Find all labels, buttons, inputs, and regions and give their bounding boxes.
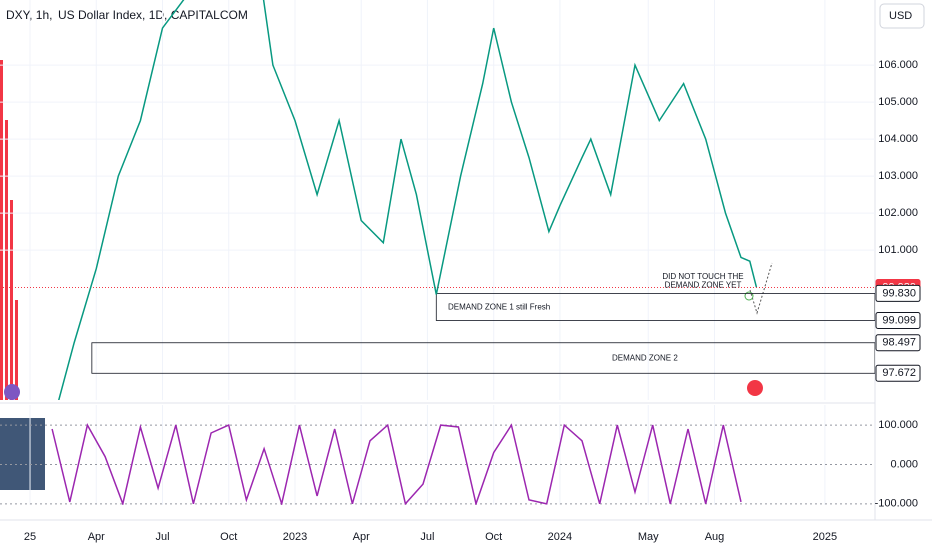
currency-label[interactable]: USD: [889, 10, 912, 22]
event-icon: [747, 380, 763, 396]
price-tag-label: 98.497: [882, 337, 916, 349]
price-line-series: [58, 0, 758, 400]
x-tick-label: Jul: [420, 531, 434, 543]
price-tag: [875, 364, 921, 382]
y-tick-label: 103.000: [878, 170, 918, 182]
x-tick-label: Oct: [220, 531, 237, 543]
y-tick-label: 0.000: [890, 458, 918, 470]
y-tick-label: 104.000: [878, 133, 918, 145]
pane: [0, 405, 875, 505]
touch-marker: [744, 291, 754, 301]
annotation: DID NOT TOUCH THE: [662, 272, 743, 281]
demand-zone: [435, 293, 875, 321]
chart-title: DXY, 1h,: [6, 8, 52, 22]
x-tick-label: 2024: [548, 531, 572, 543]
x-tick-label: 25: [24, 531, 36, 543]
left-histogram: [0, 60, 45, 490]
x-tick-label: May: [638, 531, 659, 543]
x-tick-label: 2023: [283, 531, 307, 543]
demand-zone: [91, 342, 875, 374]
x-tick-label: Apr: [353, 531, 370, 543]
x-tick-label: Apr: [88, 531, 105, 543]
oscillator-line: [51, 423, 742, 505]
y-tick-label: 102.000: [878, 207, 918, 219]
currency-button[interactable]: [879, 3, 925, 29]
annotation: DEMAND ZONE 2: [612, 353, 678, 362]
y-tick-label: -100.000: [875, 498, 918, 510]
price-tag: [875, 334, 921, 352]
price-tag-label: 97.672: [882, 367, 916, 379]
x-tick-label: Jul: [155, 531, 169, 543]
y-tick-label: 105.000: [878, 96, 918, 108]
y-tick-label: 106.000: [878, 59, 918, 71]
x-tick-label: Oct: [485, 531, 502, 543]
x-tick-label: Aug: [705, 531, 725, 543]
annotation: DEMAND ZONE YET: [665, 280, 742, 289]
price-tag-label: 99.099: [882, 314, 916, 326]
x-tick-label: 2025: [813, 531, 837, 543]
y-tick-label: 100.000: [878, 419, 918, 431]
price-tag-label: 99.830: [882, 287, 916, 299]
pane: [0, 0, 875, 400]
price-tag: [875, 311, 921, 329]
chart-subtitle: US Dollar Index, 1D, CAPITALCOM: [58, 8, 248, 22]
price-tag: [875, 284, 921, 302]
annotation: DEMAND ZONE 1 still Fresh: [448, 303, 550, 312]
y-tick-label: 101.000: [878, 244, 918, 256]
